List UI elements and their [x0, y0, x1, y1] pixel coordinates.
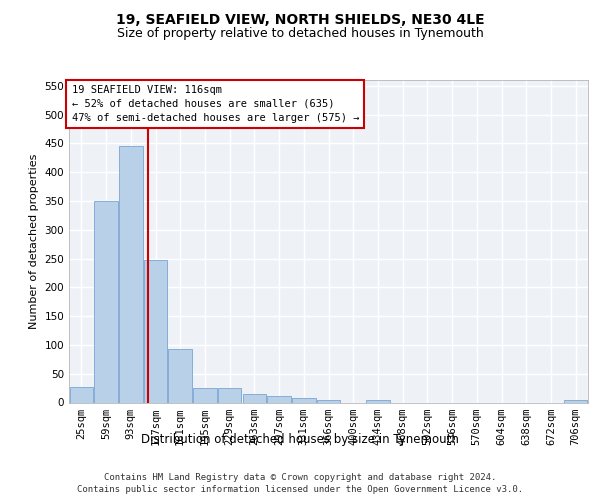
Bar: [119, 146, 143, 403]
Text: Distribution of detached houses by size in Tynemouth: Distribution of detached houses by size …: [141, 432, 459, 446]
Bar: [193, 388, 217, 402]
Bar: [242, 394, 266, 402]
Bar: [292, 398, 316, 402]
Bar: [144, 260, 167, 402]
Bar: [268, 396, 291, 402]
Text: 19, SEAFIELD VIEW, NORTH SHIELDS, NE30 4LE: 19, SEAFIELD VIEW, NORTH SHIELDS, NE30 4…: [116, 12, 484, 26]
Text: Contains HM Land Registry data © Crown copyright and database right 2024.: Contains HM Land Registry data © Crown c…: [104, 472, 496, 482]
Y-axis label: Number of detached properties: Number of detached properties: [29, 154, 39, 329]
Bar: [564, 400, 587, 402]
Text: Contains public sector information licensed under the Open Government Licence v3: Contains public sector information licen…: [77, 485, 523, 494]
Bar: [366, 400, 389, 402]
Bar: [94, 201, 118, 402]
Text: Size of property relative to detached houses in Tynemouth: Size of property relative to detached ho…: [116, 28, 484, 40]
Bar: [169, 349, 192, 403]
Bar: [317, 400, 340, 402]
Bar: [218, 388, 241, 402]
Text: 19 SEAFIELD VIEW: 116sqm
← 52% of detached houses are smaller (635)
47% of semi-: 19 SEAFIELD VIEW: 116sqm ← 52% of detach…: [71, 85, 359, 123]
Bar: [70, 387, 93, 402]
